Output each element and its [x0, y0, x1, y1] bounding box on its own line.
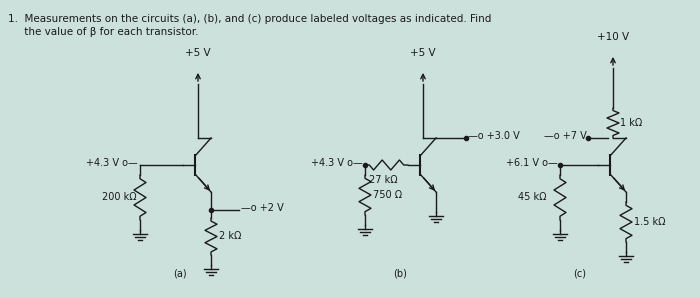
Text: +5 V: +5 V: [410, 48, 436, 58]
Text: (b): (b): [393, 268, 407, 278]
Text: +10 V: +10 V: [597, 32, 629, 42]
Text: 200 kΩ: 200 kΩ: [102, 192, 136, 202]
Text: 1.  Measurements on the circuits (a), (b), and (c) produce labeled voltages as i: 1. Measurements on the circuits (a), (b)…: [8, 14, 491, 24]
Text: 750 Ω: 750 Ω: [373, 190, 402, 200]
Text: 45 kΩ: 45 kΩ: [518, 192, 547, 202]
Text: +4.3 V o—: +4.3 V o—: [312, 158, 363, 168]
Text: —o +7 V: —o +7 V: [545, 131, 587, 141]
Text: —o +3.0 V: —o +3.0 V: [468, 131, 519, 141]
Text: (a): (a): [173, 268, 187, 278]
Text: the value of β for each transistor.: the value of β for each transistor.: [8, 27, 199, 37]
Text: (c): (c): [573, 268, 587, 278]
Text: +6.1 V o—: +6.1 V o—: [506, 158, 558, 168]
Text: —o +2 V: —o +2 V: [241, 203, 284, 213]
Text: +5 V: +5 V: [186, 48, 211, 58]
Text: 1.5 kΩ: 1.5 kΩ: [634, 217, 666, 227]
Text: 1 kΩ: 1 kΩ: [620, 118, 643, 128]
Text: 27 kΩ: 27 kΩ: [369, 175, 398, 185]
Text: +4.3 V o—: +4.3 V o—: [86, 158, 138, 168]
Text: 2 kΩ: 2 kΩ: [219, 231, 241, 241]
